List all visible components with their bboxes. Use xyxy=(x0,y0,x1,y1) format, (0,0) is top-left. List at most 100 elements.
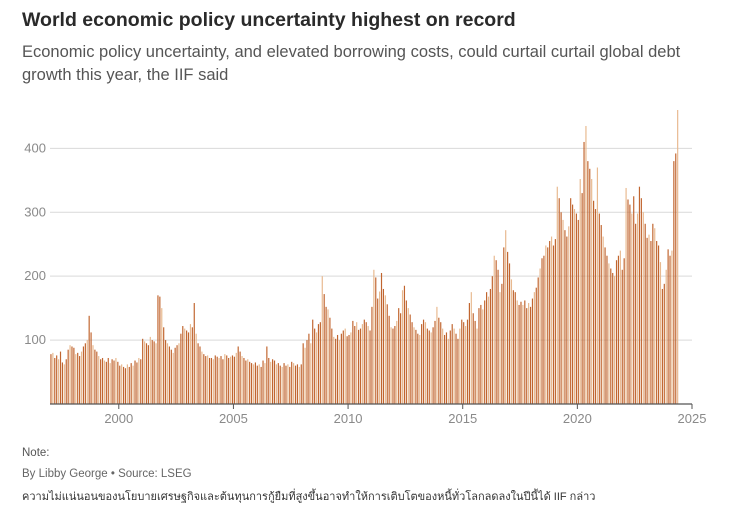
bar-139 xyxy=(315,332,318,404)
bar-162 xyxy=(359,328,362,404)
bar-132 xyxy=(302,343,304,404)
bar-202 xyxy=(436,306,438,404)
bar-121 xyxy=(281,366,283,404)
bar-233 xyxy=(495,260,497,404)
bar-241 xyxy=(510,279,513,404)
y-tick-label-200: 200 xyxy=(24,268,46,283)
bar-119 xyxy=(277,363,279,404)
bar-147 xyxy=(331,328,333,404)
bar-28 xyxy=(103,360,106,404)
bar-298 xyxy=(619,250,621,404)
bar-248 xyxy=(524,300,526,404)
bar-19 xyxy=(86,340,88,404)
bar-91 xyxy=(224,354,226,404)
bar-327 xyxy=(675,153,677,404)
bar-200 xyxy=(432,327,434,404)
bar-114 xyxy=(268,357,270,404)
bar-170 xyxy=(375,277,377,404)
x-tick-label-2025: 2025 xyxy=(678,411,707,426)
bar-155 xyxy=(346,336,348,404)
bar-276 xyxy=(577,219,579,404)
bar-15 xyxy=(79,356,81,404)
bar-323 xyxy=(667,249,669,404)
bar-16 xyxy=(80,351,83,404)
bar-285 xyxy=(594,209,597,404)
bar-145 xyxy=(327,309,329,404)
bar-188 xyxy=(409,314,411,404)
bar-123 xyxy=(285,365,287,404)
bar-65 xyxy=(174,347,176,404)
bar-95 xyxy=(231,355,234,404)
bar-238 xyxy=(505,230,507,404)
bar-117 xyxy=(273,360,276,404)
bar-97 xyxy=(235,352,237,404)
bar-194 xyxy=(421,324,423,404)
bar-140 xyxy=(317,324,320,404)
bar-100 xyxy=(241,356,243,404)
bar-34 xyxy=(115,357,117,404)
bar-115 xyxy=(270,361,272,404)
bar-193 xyxy=(419,334,421,404)
bar-328 xyxy=(677,110,679,404)
bar-243 xyxy=(514,292,516,404)
bar-72 xyxy=(187,332,190,404)
bar-211 xyxy=(453,328,455,404)
bar-1 xyxy=(52,352,54,404)
chart-subtitle: Economic policy uncertainty, and elevate… xyxy=(22,43,681,84)
bar-series xyxy=(50,110,679,405)
bar-23 xyxy=(94,349,96,404)
bar-186 xyxy=(405,300,407,404)
bar-44 xyxy=(134,360,136,404)
x-tick-label-2010: 2010 xyxy=(334,411,363,426)
bar-103 xyxy=(247,359,249,404)
bar-258 xyxy=(543,255,545,404)
bar-14 xyxy=(77,352,79,404)
bar-134 xyxy=(306,340,308,404)
bar-21 xyxy=(90,332,92,404)
bar-242 xyxy=(512,290,514,404)
bar-185 xyxy=(403,285,406,404)
bar-169 xyxy=(373,269,375,404)
bar-256 xyxy=(539,268,541,404)
bar-10 xyxy=(69,345,71,404)
bar-99 xyxy=(239,351,241,404)
bar-148 xyxy=(333,336,335,404)
bar-93 xyxy=(228,357,230,404)
bar-106 xyxy=(252,364,255,404)
bar-309 xyxy=(640,198,642,404)
bar-278 xyxy=(581,193,583,404)
bar-189 xyxy=(411,322,413,404)
bar-301 xyxy=(625,187,627,404)
bar-90 xyxy=(222,359,224,404)
bar-184 xyxy=(401,290,404,404)
x-tick-label-2005: 2005 xyxy=(219,411,248,426)
bar-237 xyxy=(503,247,505,404)
bar-131 xyxy=(300,364,302,404)
bar-109 xyxy=(258,364,260,404)
bar-190 xyxy=(413,327,415,404)
bar-166 xyxy=(367,326,369,404)
bar-64 xyxy=(172,352,174,404)
bar-281 xyxy=(587,161,589,404)
bar-11 xyxy=(71,346,73,404)
bar-214 xyxy=(459,328,461,404)
bar-92 xyxy=(226,355,228,404)
y-tick-label-300: 300 xyxy=(24,204,46,219)
bar-224 xyxy=(478,308,480,404)
bar-296 xyxy=(615,260,618,404)
bar-321 xyxy=(663,283,665,404)
bar-229 xyxy=(487,296,490,404)
bar-126 xyxy=(291,361,293,404)
bar-180 xyxy=(394,326,396,404)
bar-247 xyxy=(522,304,524,404)
bar-161 xyxy=(357,329,360,404)
bar-300 xyxy=(623,258,625,404)
bar-320 xyxy=(661,288,663,404)
bar-228 xyxy=(486,292,488,404)
bar-177 xyxy=(388,315,390,404)
bar-294 xyxy=(612,272,614,404)
bar-22 xyxy=(92,345,94,404)
bar-201 xyxy=(434,320,436,404)
bar-113 xyxy=(266,346,268,404)
bar-181 xyxy=(396,320,398,404)
